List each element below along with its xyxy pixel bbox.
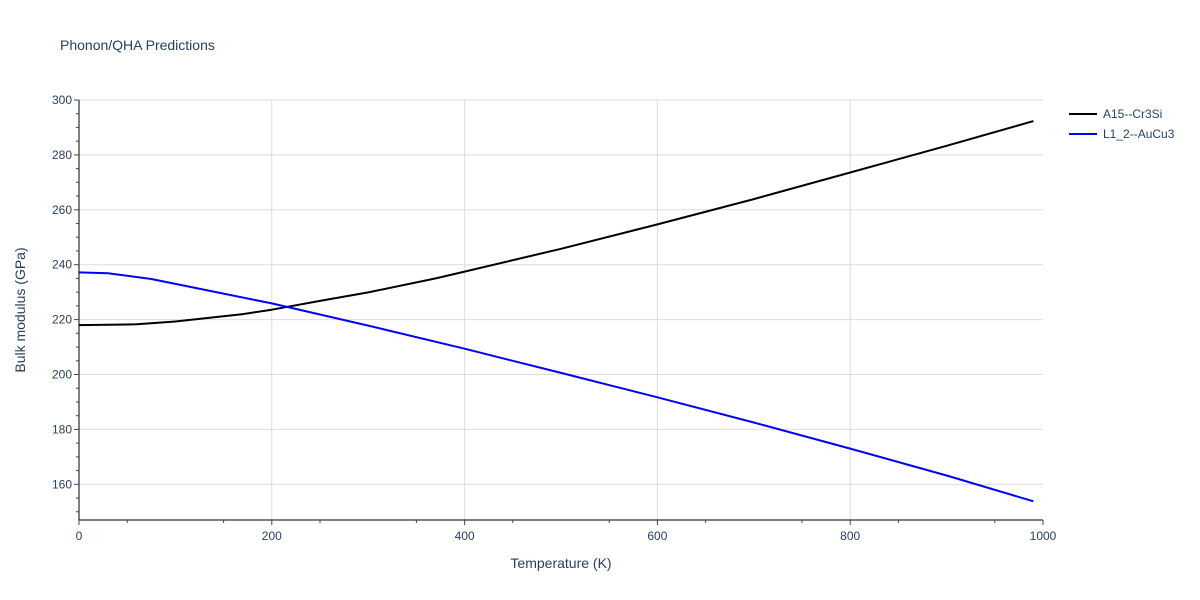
y-tick-label: 220 (52, 313, 72, 327)
x-tick-label: 200 (262, 529, 282, 543)
grid-lines (79, 99, 1043, 520)
series-line-l1-2-aucu3 (78, 271, 1034, 503)
legend-label-a15-cr3si[interactable]: A15--Cr3Si (1103, 107, 1162, 121)
plot-area (78, 120, 1034, 503)
y-tick-label: 160 (52, 477, 72, 491)
series-line-a15-cr3si (78, 120, 1034, 327)
y-tick-label: 240 (52, 258, 72, 272)
x-tick-label: 800 (840, 529, 860, 543)
y-tick-label: 180 (52, 422, 72, 436)
y-tick-label: 300 (52, 93, 72, 107)
x-tick-label: 600 (647, 529, 667, 543)
y-tick-label: 260 (52, 203, 72, 217)
axes: 0 200 400 600 800 1000 160 180 200 220 240 260 280 30… (52, 93, 1057, 543)
chart-title: Phonon/QHA Predictions (60, 37, 215, 53)
x-axis-title: Temperature (K) (510, 555, 611, 571)
y-tick-label: 280 (52, 148, 72, 162)
x-tick-label: 0 (76, 529, 83, 543)
y-axis-title: Bulk modulus (GPa) (12, 247, 28, 372)
legend-label-l1-2-aucu3[interactable]: L1_2--AuCu3 (1103, 127, 1175, 141)
x-tick-label: 1000 (1030, 529, 1057, 543)
legend[interactable]: A15--Cr3Si L1_2--AuCu3 (1069, 107, 1175, 141)
x-tick-label: 400 (455, 529, 475, 543)
y-tick-label: 200 (52, 368, 72, 382)
